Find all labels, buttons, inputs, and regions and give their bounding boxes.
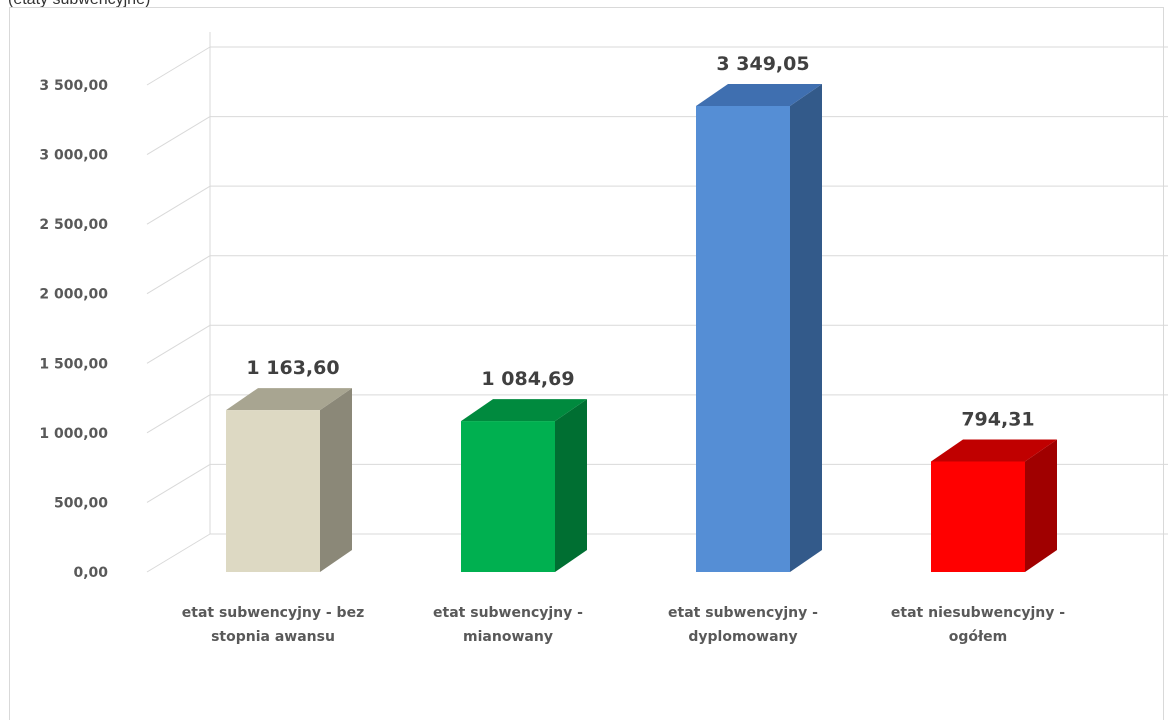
category-label-line: stopnia awansu <box>211 629 335 645</box>
category-label-line: mianowany <box>463 629 553 645</box>
gridline-diagonal <box>146 46 211 86</box>
chart-frame <box>9 7 1164 720</box>
bar-front <box>226 410 320 572</box>
bar-3 <box>696 84 822 573</box>
category-labels: etat subwencyjny - bez stopnia awansuetat… <box>182 605 1066 645</box>
category-label-line: ogółem <box>949 629 1008 645</box>
gridline-diagonal <box>146 533 211 573</box>
gridline-diagonal <box>146 185 211 225</box>
category-label-line: etat subwencyjny - bez <box>182 605 364 621</box>
y-tick-label: 500,00 <box>54 495 108 511</box>
bar-top <box>696 84 822 107</box>
bar-front <box>461 421 555 572</box>
data-labels: 1 163,60 1 084,69 3 349,05 794,31 <box>246 53 1034 430</box>
y-tick-label: 2 000,00 <box>39 287 108 303</box>
y-tick-label: 0,00 <box>73 565 108 581</box>
gridline-diagonal <box>146 324 211 364</box>
data-label: 3 349,05 <box>716 53 809 75</box>
bar-side <box>1025 439 1057 572</box>
bar-side <box>790 84 822 573</box>
bar-front <box>696 106 790 573</box>
bar-side <box>555 399 587 572</box>
bar-side <box>320 388 352 572</box>
category-label-line: dyplomowany <box>688 629 797 645</box>
gridline-diagonal <box>146 116 211 155</box>
data-label: 1 084,69 <box>481 368 574 390</box>
y-tick-label: 1 000,00 <box>39 426 108 442</box>
data-label: 1 163,60 <box>246 357 339 379</box>
category-label-line: etat subwencyjny - <box>668 605 818 621</box>
bar-top <box>461 399 587 422</box>
y-tick-label: 3 500,00 <box>39 78 108 94</box>
category-label-line: etat subwencyjny - <box>433 605 583 621</box>
chart-caption: (etaty subwencyjne) <box>8 0 150 9</box>
bar-4 <box>931 439 1057 572</box>
bars <box>226 84 1057 573</box>
gridline-diagonal <box>146 394 211 434</box>
bar-1 <box>226 388 352 572</box>
category-label: etat subwencyjny - dyplomowany <box>668 605 818 645</box>
bar-2 <box>461 399 587 572</box>
category-label: etat subwencyjny - mianowany <box>433 605 583 645</box>
category-label: etat subwencyjny - bez stopnia awansu <box>182 605 364 645</box>
y-axis-ticks: 0,00 500,00 1 000,00 1 500,00 2 000,00 2 500,… <box>39 78 108 581</box>
category-label-line: etat niesubwencyjny - <box>891 605 1065 621</box>
data-label: 794,31 <box>961 408 1034 430</box>
bar-front <box>931 461 1025 572</box>
y-tick-label: 3 000,00 <box>39 148 108 164</box>
gridline-diagonal <box>146 255 211 295</box>
bar-top <box>226 388 352 411</box>
bar-top <box>931 439 1057 462</box>
gridline-diagonal <box>146 464 211 503</box>
y-tick-label: 1 500,00 <box>39 356 108 372</box>
category-label: etat niesubwencyjny - ogółem <box>891 605 1065 645</box>
y-tick-label: 2 500,00 <box>39 217 108 233</box>
